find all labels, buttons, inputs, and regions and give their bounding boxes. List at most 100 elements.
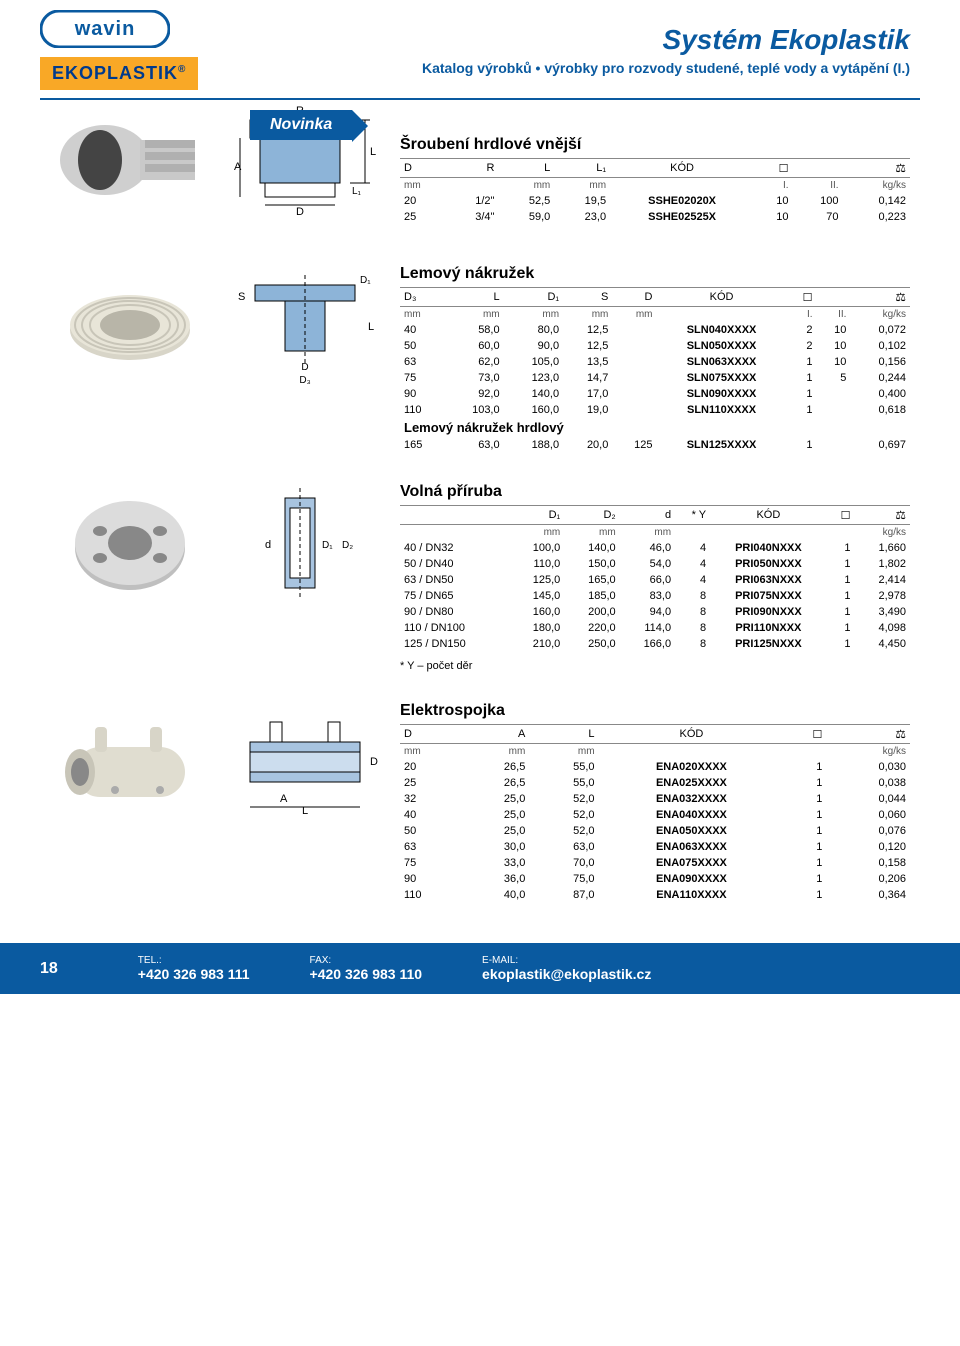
kod-cell: SLN075XXXX — [656, 370, 786, 386]
table4: DA L KÓD mmmm mm kg/ks 2026,555,0ENA020X… — [400, 724, 910, 903]
badge-text: EKOPLASTIK — [52, 63, 178, 83]
table1-block: Šroubení hrdlové vnější DR LL₁ KÓD mm mm… — [400, 100, 910, 225]
page-number: 18 — [40, 960, 58, 978]
logo-block: wavin EKOPLASTIK® — [40, 10, 198, 90]
svg-text:S: S — [238, 291, 245, 303]
table-row: 5060,090,012,5SLN050XXXX2100,102 — [400, 338, 910, 354]
kod-cell: SLN110XXXX — [656, 402, 786, 418]
svg-text:D₃: D₃ — [299, 375, 310, 385]
table-row: 63 / DN50125,0165,066,04PRI063NXXX12,414 — [400, 572, 910, 588]
product-photo-1 — [50, 100, 210, 220]
kod-cell: SSHE02020X — [610, 193, 754, 209]
svg-text:D: D — [370, 756, 378, 768]
fax-label: FAX: — [310, 955, 423, 966]
kod-cell: SLN063XXXX — [656, 354, 786, 370]
kod-cell: ENA025XXXX — [599, 775, 785, 791]
table-row: 6362,0105,013,5SLN063XXXX1100,156 — [400, 354, 910, 370]
table2-subtitle: Lemový nákružek hrdlový — [400, 418, 910, 437]
kod-cell: ENA075XXXX — [599, 855, 785, 871]
weight-icon — [895, 292, 906, 304]
product-photo-4 — [50, 702, 210, 822]
svg-text:A: A — [280, 793, 288, 805]
product-photo-2 — [50, 265, 210, 385]
table-row: 201/2"52,519,5SSHE02020X101000,142 — [400, 193, 910, 209]
section-sroubeni: R L A L₁ D Novinka Šroubení hrdlové vněj… — [0, 100, 960, 245]
table-row: 4058,080,012,5SLN040XXXX2100,072 — [400, 322, 910, 338]
fax-value: +420 326 983 110 — [310, 966, 423, 982]
weight-icon — [895, 163, 906, 175]
main-title: Systém Ekoplastik — [422, 24, 910, 56]
kod-cell: ENA040XXXX — [599, 807, 785, 823]
svg-text:D₂: D₂ — [342, 540, 353, 551]
kod-cell: PRI110NXXX — [710, 620, 826, 636]
table3-block: Volná příruba D₁ D₂d * Y KÓD mm mmmm kg/… — [400, 483, 910, 672]
package-icon — [812, 729, 822, 741]
email-value: ekoplastik@ekoplastik.cz — [482, 966, 651, 982]
tel-value: +420 326 983 111 — [138, 966, 250, 982]
table1: DR LL₁ KÓD mm mmmm I. II.kg/ks 201/2"52,… — [400, 158, 910, 225]
section-volna: d D₁ D₂ Volná příruba D₁ D₂d * Y KÓD mm … — [0, 463, 960, 682]
table4-body: 2026,555,0ENA020XXXX10,0302526,555,0ENA0… — [400, 759, 910, 903]
kod-cell: PRI040NXXX — [710, 540, 826, 556]
table-row: 3225,052,0ENA032XXXX10,044 — [400, 791, 910, 807]
kod-cell: SLN090XXXX — [656, 386, 786, 402]
table3-footnote: * Y – počet děr — [400, 660, 910, 672]
table-row: 253/4"59,023,0SSHE02525X10700,223 — [400, 209, 910, 225]
kod-cell: ENA063XXXX — [599, 839, 785, 855]
table-row: 40 / DN32100,0140,046,04PRI040NXXX11,660 — [400, 540, 910, 556]
email-label: E-MAIL: — [482, 955, 651, 966]
table-row: 4025,052,0ENA040XXXX10,060 — [400, 807, 910, 823]
table-row: 110 / DN100180,0220,0114,08PRI110NXXX14,… — [400, 620, 910, 636]
kod-cell: ENA090XXXX — [599, 871, 785, 887]
kod-cell: ENA110XXXX — [599, 887, 785, 903]
diagram-4: D A L — [230, 702, 380, 827]
svg-text:d: d — [265, 539, 271, 551]
svg-text:L₁: L₁ — [352, 186, 362, 197]
svg-text:D₁: D₁ — [360, 275, 371, 286]
table2-title: Lemový nákružek — [400, 265, 910, 283]
table-row: 125 / DN150210,0250,0166,08PRI125NXXX14,… — [400, 636, 910, 652]
page-header: wavin EKOPLASTIK® Systém Ekoplastik Kata… — [0, 0, 960, 90]
novinka-ribbon: Novinka — [250, 110, 352, 140]
page-footer: 18 TEL.: +420 326 983 111 FAX: +420 326 … — [0, 943, 960, 994]
kod-cell: PRI090NXXX — [710, 604, 826, 620]
svg-text:wavin: wavin — [74, 18, 136, 40]
kod-cell: ENA050XXXX — [599, 823, 785, 839]
table-row: 11040,087,0ENA110XXXX10,364 — [400, 887, 910, 903]
table3-title: Volná příruba — [400, 483, 910, 501]
diagram-3: d D₁ D₂ — [230, 483, 380, 608]
table3-body: 40 / DN32100,0140,046,04PRI040NXXX11,660… — [400, 540, 910, 652]
table1-title: Šroubení hrdlové vnější — [400, 136, 910, 154]
section-lemovy: D₁ S L D D₃ Lemový nákružek D₃L D₁S D KÓ… — [0, 245, 960, 463]
svg-text:L: L — [370, 146, 376, 158]
kod-cell: PRI063NXXX — [710, 572, 826, 588]
weight-icon — [895, 729, 906, 741]
novinka-ribbon-wrap: Novinka — [250, 110, 352, 148]
product-photo-3 — [50, 483, 210, 603]
table-row: 9036,075,0ENA090XXXX10,206 — [400, 871, 910, 887]
kod-cell: SSHE02525X — [610, 209, 754, 225]
wavin-logo: wavin — [40, 10, 170, 53]
svg-text:D: D — [296, 206, 304, 218]
kod-cell: SLN125XXXX — [656, 437, 786, 453]
package-icon — [779, 163, 789, 175]
table2: D₃L D₁S D KÓD mmmm mmmm mm I.II. kg/ks 4… — [400, 287, 910, 453]
kod-cell: ENA020XXXX — [599, 759, 785, 775]
table-row: 7573,0123,014,7SLN075XXXX150,244 — [400, 370, 910, 386]
subtitle: Katalog výrobků • výrobky pro rozvody st… — [422, 60, 910, 76]
footer-email: E-MAIL: ekoplastik@ekoplastik.cz — [482, 955, 651, 982]
tel-label: TEL.: — [138, 955, 250, 966]
section-elektro: D A L Elektrospojka DA L KÓD mmmm mm — [0, 682, 960, 913]
table2-body: 4058,080,012,5SLN040XXXX2100,0725060,090… — [400, 322, 910, 418]
weight-icon — [895, 510, 906, 522]
table-row: 6330,063,0ENA063XXXX10,120 — [400, 839, 910, 855]
svg-text:D₁: D₁ — [322, 540, 333, 551]
badge-reg: ® — [178, 64, 186, 75]
table1-body: 201/2"52,519,5SSHE02020X101000,142253/4"… — [400, 193, 910, 225]
svg-text:D: D — [301, 362, 308, 373]
kod-cell: PRI125NXXX — [710, 636, 826, 652]
package-icon — [803, 292, 813, 304]
table-row: 2526,555,0ENA025XXXX10,038 — [400, 775, 910, 791]
table-row: 7533,070,0ENA075XXXX10,158 — [400, 855, 910, 871]
table-row: 75 / DN65145,0185,083,08PRI075NXXX12,978 — [400, 588, 910, 604]
